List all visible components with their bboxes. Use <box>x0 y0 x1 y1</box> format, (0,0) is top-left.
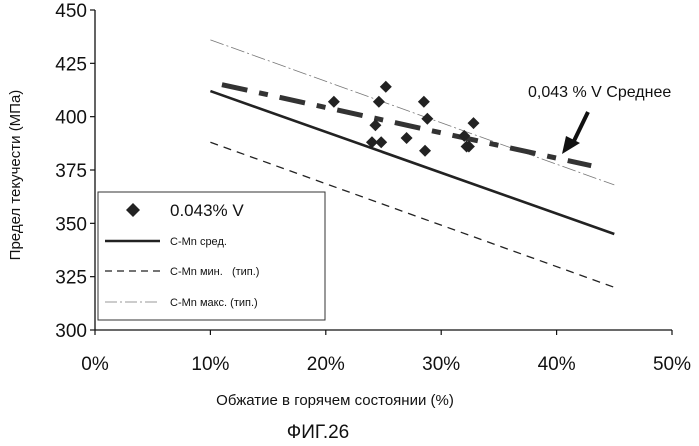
legend-label-1: C-Mn сред. <box>170 236 227 248</box>
legend-label-0: 0.043% V <box>170 201 244 220</box>
y-tick-label: 425 <box>55 54 87 75</box>
series-layer <box>209 39 615 288</box>
data-point-diamond <box>417 95 430 108</box>
legend-item-cmn-min: C-Mn мин. (тип.) <box>105 266 259 278</box>
x-axis-ticks: 0% 10% 20% 30% 40% 50% <box>81 330 691 375</box>
y-tick-label: 375 <box>55 161 87 182</box>
data-point-diamond <box>369 119 382 132</box>
annotation-arrow <box>562 111 590 154</box>
figure-caption: ФИГ.26 <box>287 422 349 443</box>
y-tick-label: 400 <box>55 108 87 129</box>
data-point-diamond <box>372 95 385 108</box>
x-axis-title: Обжатие в горячем состоянии (%) <box>216 392 454 409</box>
y-axis-title: Предел текучести (МПа) <box>7 90 24 261</box>
y-tick-label: 450 <box>55 1 87 22</box>
legend-label-2: C-Mn мин. (тип.) <box>170 266 259 278</box>
data-point-diamond <box>419 144 432 157</box>
x-tick-label: 50% <box>653 354 691 375</box>
series-line-4 <box>221 82 592 169</box>
y-tick-label: 325 <box>55 268 87 289</box>
y-tick-label: 350 <box>55 214 87 235</box>
y-axis-ticks: 300 325 350 375 400 425 450 <box>55 1 95 342</box>
legend: 0.043% V C-Mn сред. C-Mn мин. (тип.) C-M… <box>97 191 326 321</box>
data-point-diamond <box>421 112 434 125</box>
data-point-diamond <box>379 80 392 93</box>
x-tick-label: 20% <box>307 354 345 375</box>
x-tick-label: 30% <box>422 354 460 375</box>
x-tick-label: 0% <box>81 354 109 375</box>
legend-item-cmn-avg: C-Mn сред. <box>105 236 227 248</box>
legend-item-diamond-series: 0.043% V <box>126 201 244 220</box>
series-line-1 <box>209 89 615 236</box>
legend-label-3: C-Mn макс. (тип.) <box>170 297 258 309</box>
data-point-diamond <box>467 117 480 130</box>
data-point-diamond <box>327 95 340 108</box>
series-line-2 <box>210 141 615 288</box>
data-point-diamond <box>375 136 388 149</box>
legend-item-cmn-max: C-Mn макс. (тип.) <box>105 297 258 309</box>
x-tick-label: 40% <box>538 354 576 375</box>
data-point-diamond <box>458 129 471 142</box>
y-tick-label: 300 <box>55 321 87 342</box>
x-tick-label: 10% <box>191 354 229 375</box>
data-point-diamond <box>400 132 413 144</box>
annotation-label: 0,043 % V Среднее <box>528 84 671 101</box>
data-point-diamond <box>365 136 378 149</box>
series-line-3 <box>210 39 615 186</box>
data-point-diamond <box>460 140 473 153</box>
legend-swatch-diamond <box>126 203 140 217</box>
